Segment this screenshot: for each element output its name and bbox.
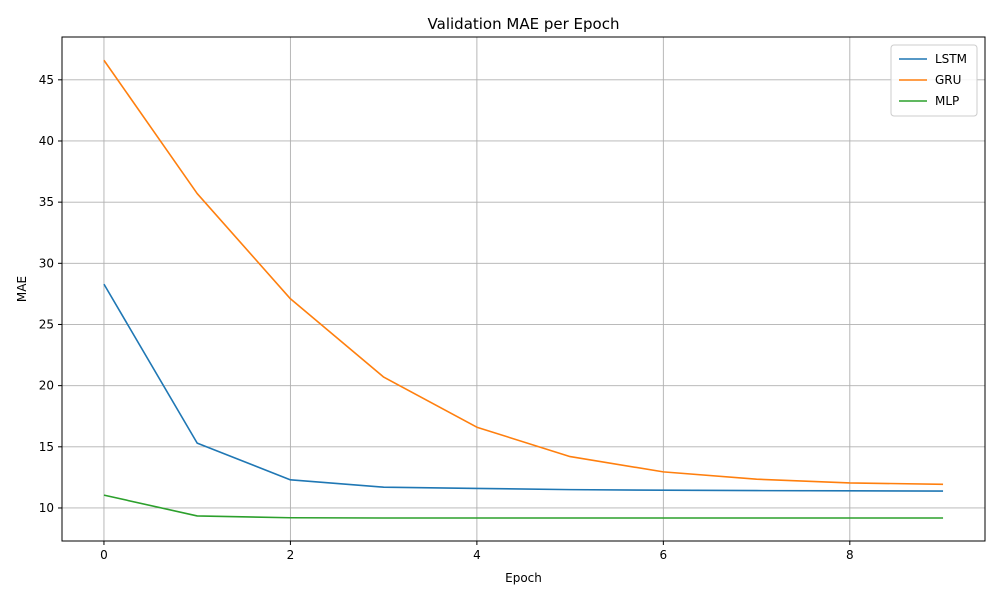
series-line-lstm [103,283,944,492]
x-axis-title: Epoch [505,571,542,585]
series-layer [103,59,944,519]
y-tick-label: 40 [39,134,54,148]
legend-box [890,44,978,117]
legend-label-mlp: MLP [935,94,959,108]
x-tick-label: 2 [287,548,295,562]
y-tick-label: 15 [39,440,54,454]
series-line-mlp [103,494,944,519]
series-line-gru [103,59,944,486]
x-tick-label: 4 [473,548,481,562]
y-tick-label: 35 [39,195,54,209]
y-tick-label: 10 [39,501,54,515]
x-tick-label: 0 [100,548,108,562]
x-tick-label: 8 [846,548,854,562]
grid-layer [62,37,985,541]
y-axis-title: MAE [15,276,29,302]
legend-label-lstm: LSTM [935,52,967,66]
legend-label-gru: GRU [935,73,961,87]
y-tick-label: 45 [39,73,54,87]
legend: LSTM GRU MLP [890,44,978,117]
plot-frame [61,36,986,542]
y-tick-label: 25 [39,317,54,331]
tick-layer: 0 2 4 6 8 10 15 20 25 30 35 40 45 [39,73,854,562]
y-tick-label: 30 [39,256,54,270]
chart-title: Validation MAE per Epoch [428,15,620,33]
y-tick-label: 20 [39,379,54,393]
x-tick-label: 6 [660,548,668,562]
